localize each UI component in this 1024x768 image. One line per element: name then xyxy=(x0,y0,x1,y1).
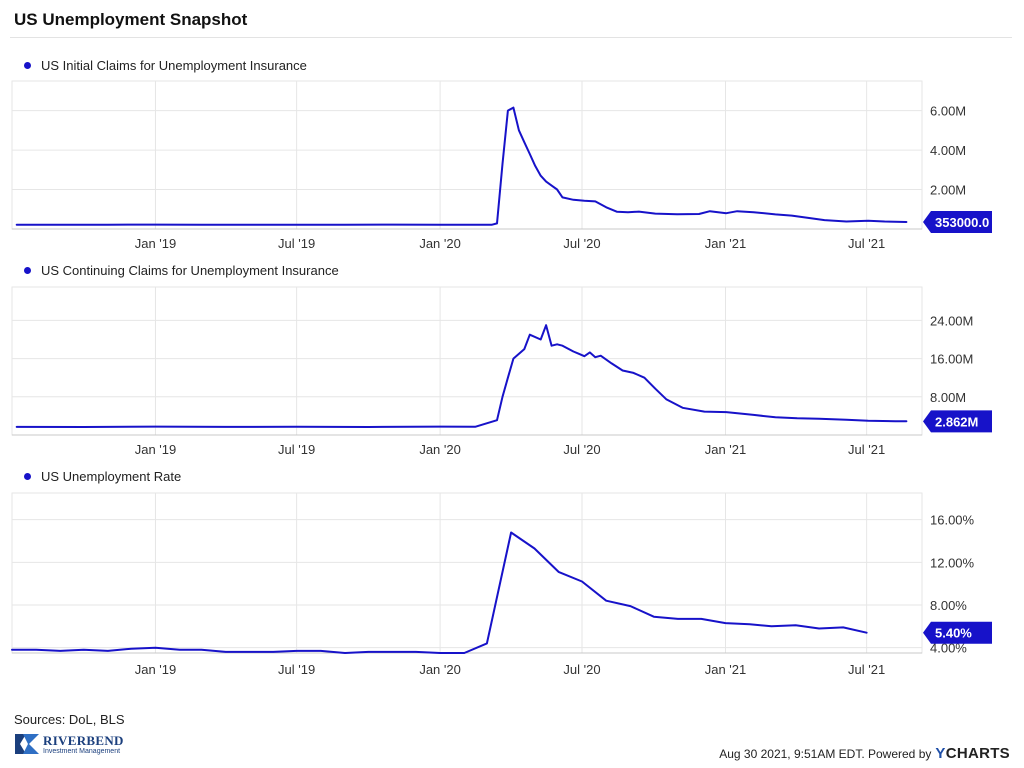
ycharts-brand[interactable]: YCHARTS xyxy=(935,745,1010,762)
series-line xyxy=(15,324,908,428)
legend-dot-icon xyxy=(24,267,31,274)
y-tick-label: 16.00% xyxy=(930,513,975,528)
x-tick-label: Jul '20 xyxy=(563,662,600,677)
y-tick-label: 8.00% xyxy=(930,598,967,613)
plot-frame xyxy=(11,80,923,230)
x-tick-label: Jan '21 xyxy=(705,662,747,677)
y-tick-label: 6.00M xyxy=(930,104,966,119)
sources-note: Sources: DoL, BLS xyxy=(14,712,125,727)
x-tick-label: Jan '21 xyxy=(705,236,747,251)
initial-claims-chart[interactable]: Jan '19 Jul '19 Jan '20 Jul '20 Jan '21 Jul '… xyxy=(0,78,1010,264)
logo-subtitle: Investment Management xyxy=(43,747,121,755)
x-tick-label: Jul '21 xyxy=(848,662,885,677)
y-tick-label: 24.00M xyxy=(930,313,973,328)
riverbend-logo-icon xyxy=(15,734,39,754)
y-tick-label: 16.00M xyxy=(930,352,973,367)
legend-label: US Unemployment Rate xyxy=(41,469,182,484)
x-tick-label: Jul '20 xyxy=(563,442,600,457)
last-value-flag: 5.40% xyxy=(923,621,992,644)
x-tick-label: Jul '19 xyxy=(278,236,315,251)
x-tick-label: Jul '19 xyxy=(278,442,315,457)
legend-label: US Initial Claims for Unemployment Insur… xyxy=(41,58,307,73)
x-tick-label: Jan '19 xyxy=(135,662,177,677)
timestamp: Aug 30 2021, 9:51AM EDT. Powered by xyxy=(719,747,932,761)
legend-initial-claims[interactable]: US Initial Claims for Unemployment Insur… xyxy=(24,58,307,73)
page-title: US Unemployment Snapshot xyxy=(14,10,248,29)
y-tick-label: 12.00% xyxy=(930,555,975,570)
plot-frame xyxy=(11,286,923,436)
last-value-flag: 2.862M xyxy=(923,410,992,433)
x-tick-label: Jul '21 xyxy=(848,236,885,251)
y-tick-label: 2.00M xyxy=(930,183,966,198)
x-tick-label: Jan '19 xyxy=(135,236,177,251)
last-value-flag-shape xyxy=(923,211,992,234)
last-value-flag-shape xyxy=(923,410,992,433)
x-tick-label: Jul '21 xyxy=(848,442,885,457)
plot-frame xyxy=(11,492,923,654)
continuing-claims-chart[interactable]: Jan '19 Jul '19 Jan '20 Jul '20 Jan '21 Jul '… xyxy=(0,284,1010,470)
riverbend-logo: RIVERBEND Investment Management xyxy=(14,731,124,757)
last-value-flag-shape xyxy=(923,621,992,644)
legend-unemployment-rate[interactable]: US Unemployment Rate xyxy=(24,469,181,484)
legend-label: US Continuing Claims for Unemployment In… xyxy=(41,263,339,278)
last-value-label: 353000.0 xyxy=(935,215,989,230)
y-tick-label: 4.00M xyxy=(930,143,966,158)
y-tick-label: 8.00M xyxy=(930,390,966,405)
legend-dot-icon xyxy=(24,62,31,69)
x-tick-label: Jan '21 xyxy=(705,442,747,457)
last-value-label: 5.40% xyxy=(935,626,972,641)
x-tick-label: Jan '20 xyxy=(419,442,461,457)
series-line xyxy=(11,531,868,654)
legend-dot-icon xyxy=(24,473,31,480)
unemployment-rate-chart[interactable]: Jan '19 Jul '19 Jan '20 Jul '20 Jan '21 Jul '… xyxy=(0,490,1010,690)
logo-name: RIVERBEND xyxy=(43,732,124,748)
x-tick-label: Jul '19 xyxy=(278,662,315,677)
x-tick-label: Jan '20 xyxy=(419,236,461,251)
series-line xyxy=(15,106,908,226)
last-value-label: 2.862M xyxy=(935,414,978,429)
x-tick-label: Jul '20 xyxy=(563,236,600,251)
title-divider xyxy=(10,37,1012,38)
footer-attribution: Aug 30 2021, 9:51AM EDT. Powered by YCHA… xyxy=(719,745,1010,762)
last-value-flag: 353000.0 xyxy=(923,211,992,234)
legend-continuing-claims[interactable]: US Continuing Claims for Unemployment In… xyxy=(24,263,339,278)
x-tick-label: Jan '19 xyxy=(135,442,177,457)
x-tick-label: Jan '20 xyxy=(419,662,461,677)
y-tick-label: 4.00% xyxy=(930,641,967,656)
